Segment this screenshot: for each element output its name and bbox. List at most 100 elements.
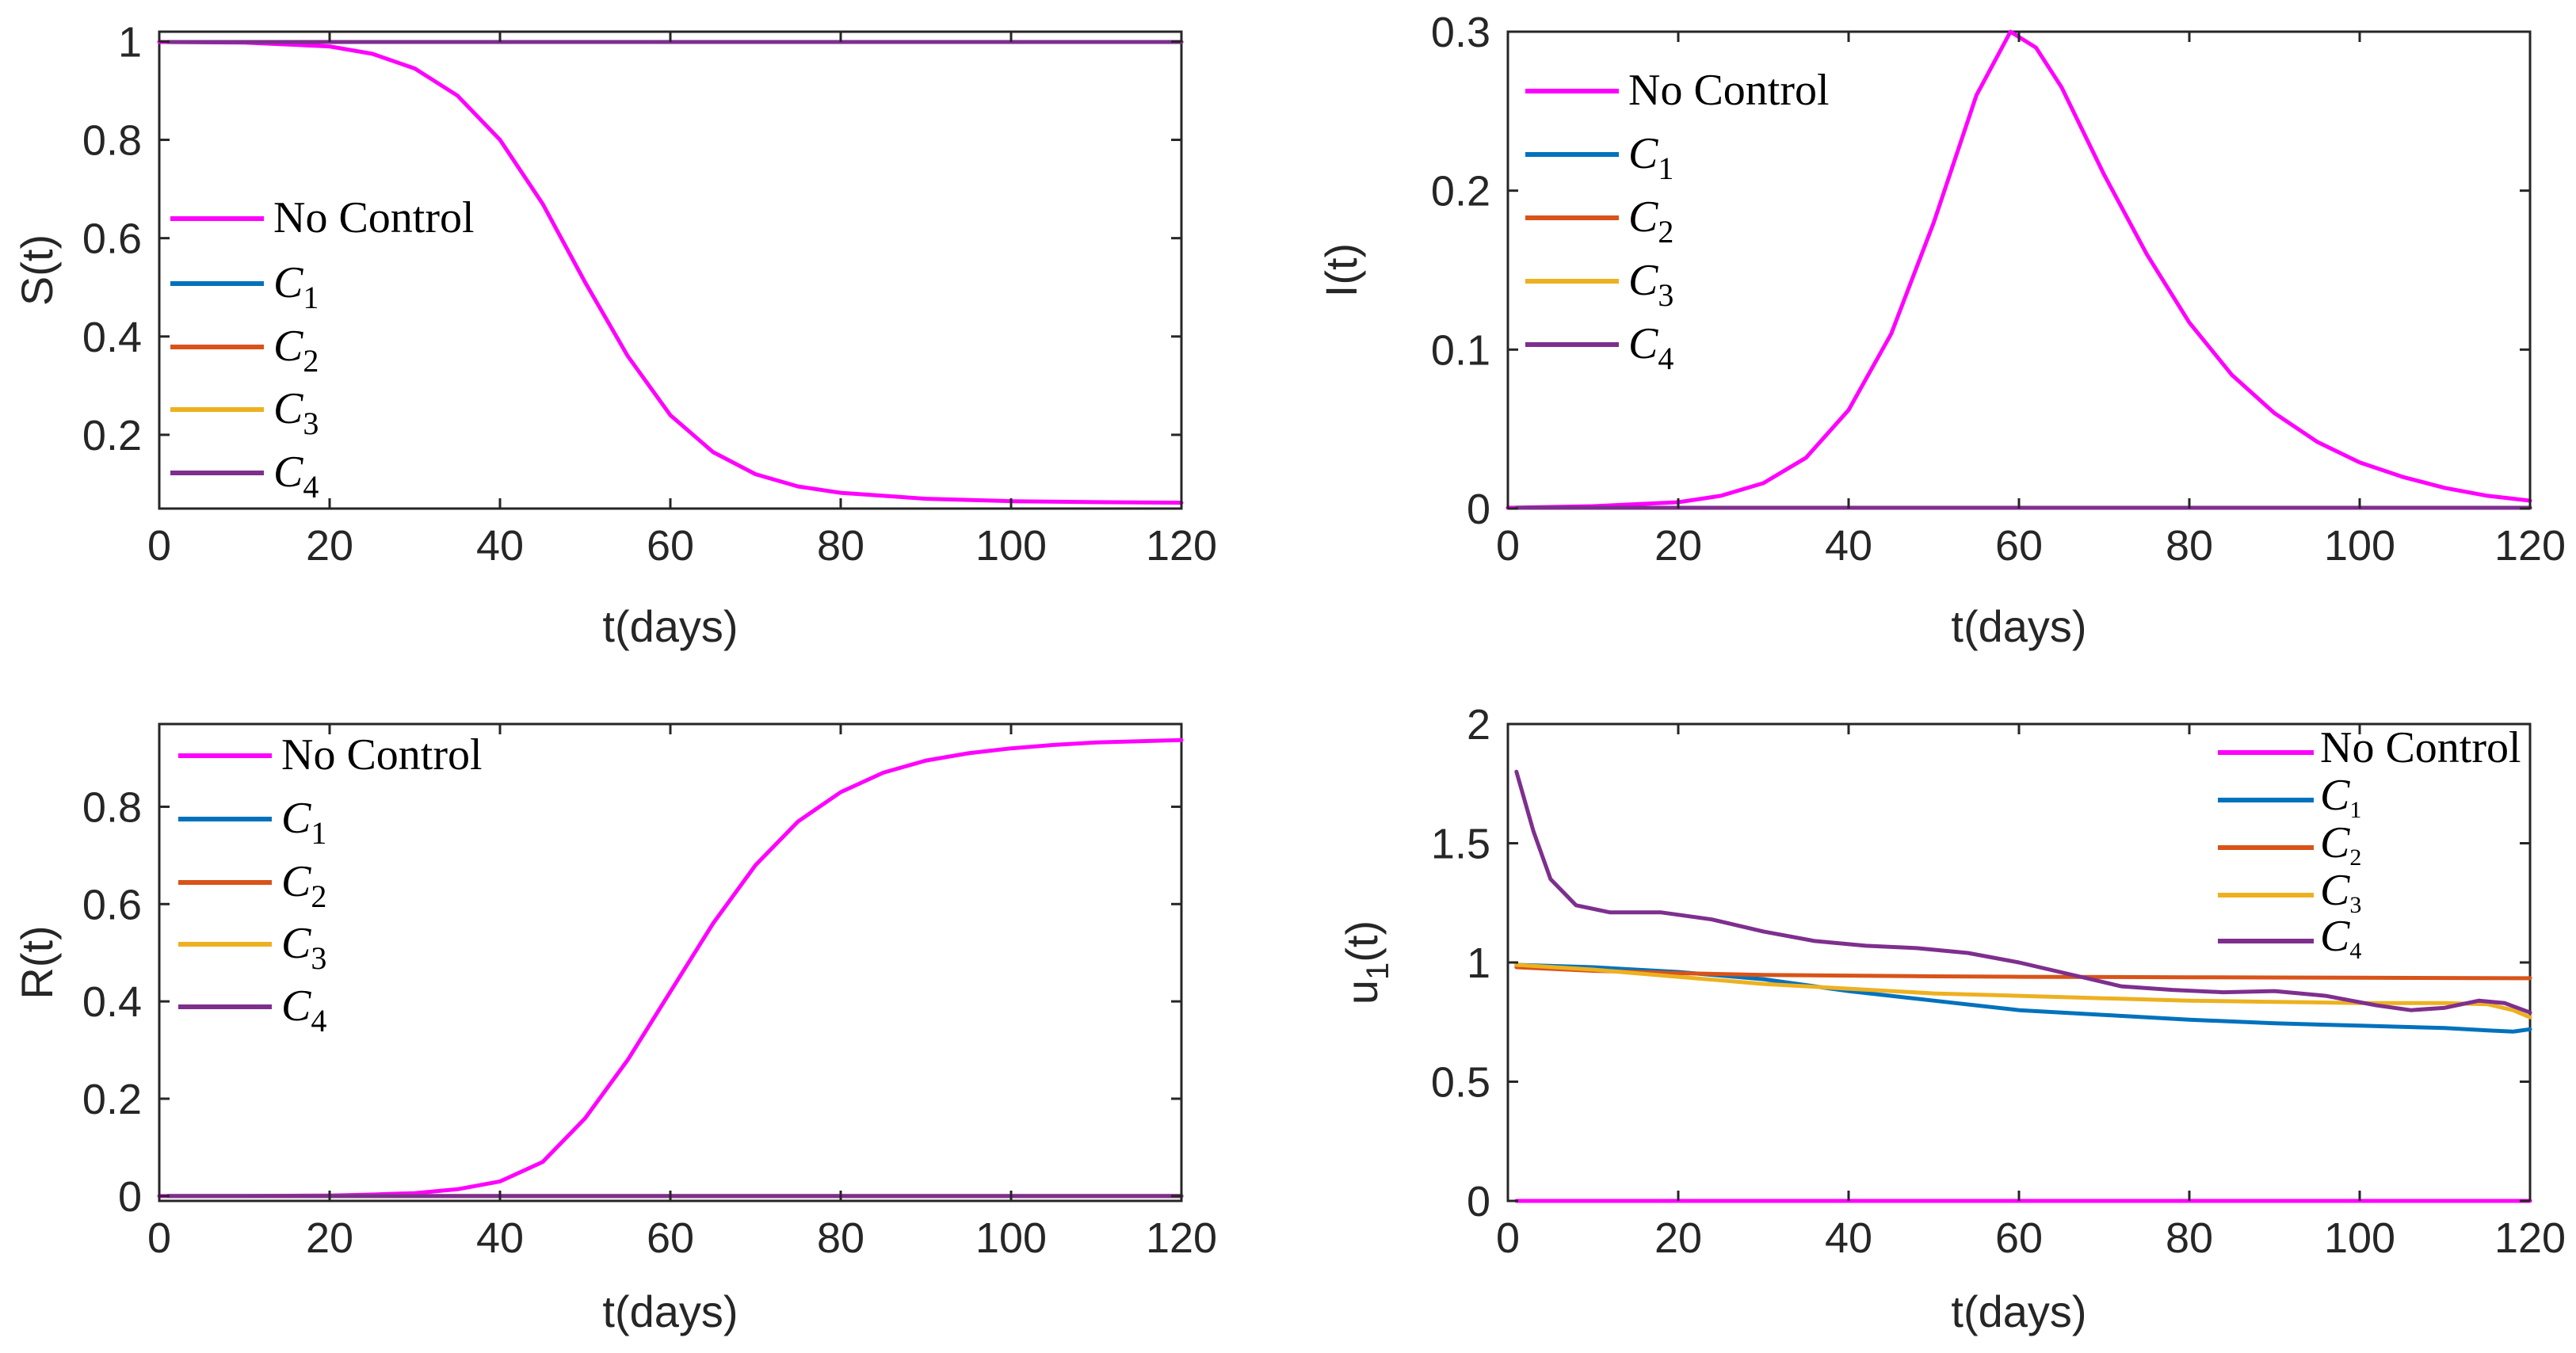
- legend-label: C4: [273, 448, 319, 505]
- legend-entry: No Control: [1525, 66, 1830, 115]
- x-tick-label: 60: [1995, 1214, 2043, 1262]
- x-tick-label: 60: [1995, 522, 2043, 570]
- y-tick-label: 0.4: [82, 314, 142, 361]
- tick-layer: 0 20 40 60 80 100 120 0 0.1 0.2 0.3: [1431, 9, 2566, 570]
- x-tick-label: 20: [1654, 1214, 1702, 1262]
- x-tick-label: 100: [2324, 1214, 2395, 1262]
- tick-layer: 0 20 40 60 80 100 120 0 0.2 0.4 0.6 0.8: [82, 724, 1217, 1262]
- y-tick-label: 0.6: [82, 881, 142, 928]
- x-tick-label: 20: [306, 1214, 353, 1262]
- legend-label: No Control: [273, 193, 475, 242]
- legend-label: C3: [273, 384, 319, 441]
- legend-label: C2: [273, 322, 319, 379]
- legend-entry: No Control: [170, 193, 475, 242]
- x-tick-label: 40: [476, 1214, 524, 1262]
- axes-box: [158, 722, 1183, 1202]
- series-layer: [1506, 29, 2532, 510]
- legend-label: C2: [281, 857, 326, 914]
- legend-label: C3: [281, 919, 326, 976]
- legend: No Control C1 C2 C3 C4: [170, 193, 475, 505]
- y-tick-label: 0.2: [1431, 168, 1490, 215]
- legend-label: No Control: [1628, 66, 1830, 115]
- series-layer: [157, 40, 1184, 505]
- legend-entry: C4: [178, 981, 326, 1039]
- legend-label: C4: [2320, 912, 2361, 964]
- y-tick-label: 0.4: [82, 978, 142, 1026]
- legend-entry: C3: [2218, 866, 2361, 918]
- series-layer: [1514, 769, 2532, 1203]
- y-tick-label: 0.6: [82, 215, 142, 263]
- x-tick-label: 0: [147, 522, 171, 570]
- legend-label: C4: [1628, 319, 1673, 376]
- x-tick-label: 20: [306, 522, 353, 570]
- y-axis-label: I(t): [1316, 243, 1366, 297]
- x-axis-label: t(days): [1951, 1286, 2086, 1336]
- x-tick-label: 60: [647, 1214, 694, 1262]
- x-tick-label: 60: [647, 522, 694, 570]
- x-tick-label: 120: [2494, 1214, 2566, 1262]
- x-tick-label: 0: [1496, 1214, 1520, 1262]
- legend-entry: C4: [2218, 912, 2361, 964]
- y-axis-label: u1(t): [1337, 920, 1395, 1004]
- y-tick-label: 0.8: [82, 117, 142, 165]
- x-tick-label: 40: [476, 522, 524, 570]
- y-tick-label: 0.2: [82, 1076, 142, 1123]
- legend-label: C3: [2320, 866, 2361, 918]
- x-tick-label: 100: [2324, 522, 2395, 570]
- x-tick-label: 120: [1146, 522, 1217, 570]
- y-axis-label: S(t): [12, 234, 62, 306]
- x-tick-label: 120: [1146, 1214, 1217, 1262]
- y-tick-label: 0.1: [1431, 326, 1490, 374]
- x-tick-label: 20: [1654, 522, 1702, 570]
- y-tick-label: 2: [1467, 701, 1490, 749]
- series-line-c2: [1514, 965, 2532, 981]
- legend-entry: C2: [2218, 818, 2361, 871]
- legend-entry: C2: [1525, 192, 1673, 250]
- legend-entry: No Control: [2218, 723, 2521, 772]
- y-tick-label: 1: [1467, 939, 1490, 987]
- legend-entry: No Control: [178, 730, 483, 779]
- y-tick-label: 0.2: [82, 412, 142, 459]
- x-axis-label: t(days): [602, 601, 738, 651]
- axes-box: [1506, 30, 2532, 510]
- x-axis-label: t(days): [1951, 601, 2086, 651]
- x-tick-label: 80: [2166, 522, 2213, 570]
- legend-entry: C2: [178, 857, 326, 914]
- legend-entry: C1: [1525, 129, 1673, 186]
- legend-entry: C3: [1525, 256, 1673, 313]
- panel-u1: 0 20 40 60 80 100 120 0 0.5 1 1.5 2 t(days) u1(t) N…: [1337, 701, 2566, 1336]
- legend-label: C4: [281, 981, 326, 1039]
- y-axis-label: R(t): [12, 925, 62, 999]
- x-tick-label: 100: [975, 1214, 1047, 1262]
- legend-label: C1: [281, 794, 326, 851]
- x-axis-label: t(days): [602, 1286, 738, 1336]
- x-tick-label: 40: [1825, 1214, 1872, 1262]
- y-tick-label: 0: [1467, 1178, 1490, 1225]
- tick-layer: 0 20 40 60 80 100 120 0 0.5 1 1.5 2: [1431, 701, 2566, 1262]
- legend-label: C3: [1628, 256, 1673, 313]
- x-tick-label: 80: [2166, 1214, 2213, 1262]
- legend-label: C1: [2320, 771, 2361, 823]
- legend-entry: C1: [178, 794, 326, 851]
- x-tick-label: 40: [1825, 522, 1872, 570]
- legend-label: No Control: [281, 730, 483, 779]
- x-tick-label: 120: [2494, 522, 2566, 570]
- x-tick-label: 80: [817, 522, 864, 570]
- legend-label: C1: [1628, 129, 1673, 186]
- legend-entry: C3: [178, 919, 326, 976]
- series-line-no-control: [1506, 29, 2532, 510]
- legend-entry: C4: [170, 448, 319, 505]
- x-tick-label: 0: [147, 1214, 171, 1262]
- legend-entry: C2: [170, 322, 319, 379]
- panel-i: 0 20 40 60 80 100 120 0 0.1 0.2 0.3 t(days) I(t) N…: [1316, 9, 2566, 651]
- legend-entry: C1: [170, 258, 319, 315]
- y-tick-label: 0.8: [82, 783, 142, 831]
- x-tick-label: 0: [1496, 522, 1520, 570]
- series-line-c4: [1514, 769, 2532, 1015]
- series-line-no-control: [157, 40, 1184, 505]
- legend-entry: C3: [170, 384, 319, 441]
- panel-s: 0 20 40 60 80 100 120 0.2 0.4 0.6 0.8 1 t(days) S(t…: [12, 18, 1217, 651]
- legend-label: C2: [1628, 192, 1673, 250]
- legend-label: No Control: [2320, 723, 2521, 772]
